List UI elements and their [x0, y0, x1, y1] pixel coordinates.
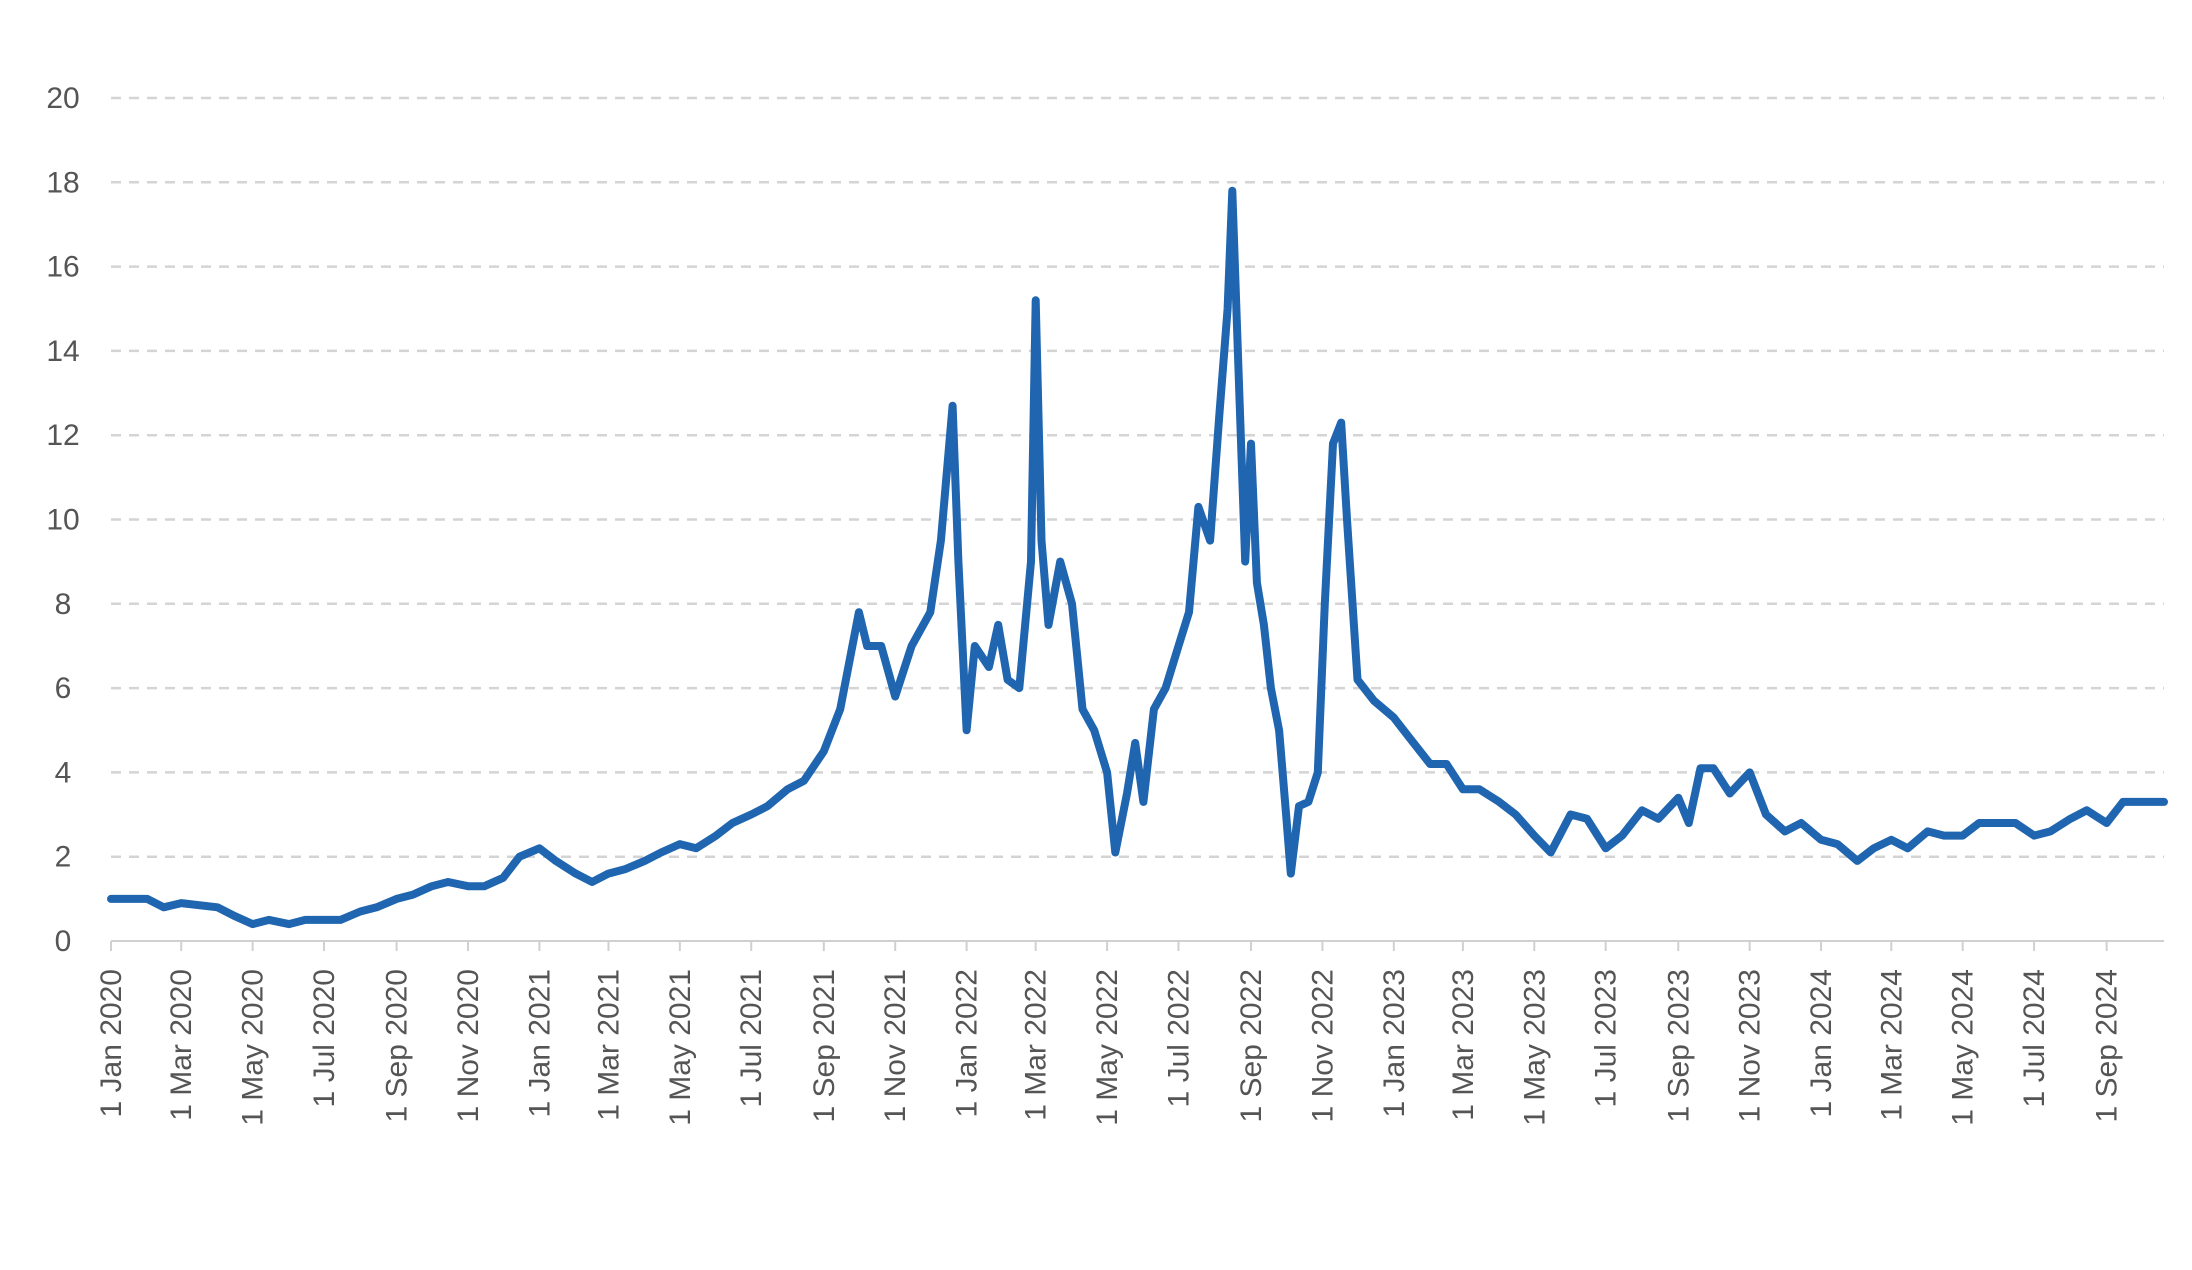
- x-tick-label: 1 Nov 2022: [1306, 969, 1339, 1122]
- x-tick-label: 1 Jul 2022: [1162, 969, 1195, 1107]
- x-tick-label: 1 Jan 2024: [1805, 969, 1838, 1117]
- x-tick-label: 1 Nov 2023: [1734, 969, 1767, 1122]
- y-tick-label: 16: [46, 251, 79, 284]
- x-tick-label: 1 Jul 2021: [735, 969, 768, 1107]
- x-tick-label: 1 Jul 2023: [1590, 969, 1623, 1107]
- y-tick-label: 2: [55, 841, 72, 874]
- y-tick-label: 8: [55, 588, 72, 621]
- x-tick-label: 1 Jan 2020: [95, 969, 128, 1117]
- data-line: [107, 186, 2168, 929]
- x-tick-label: 1 Sep 2020: [381, 969, 414, 1122]
- x-tick-label: 1 Mar 2024: [1875, 969, 1908, 1121]
- x-tick-label: 1 Jan 2023: [1378, 969, 1411, 1117]
- x-tick-label: 1 Sep 2022: [1235, 969, 1268, 1122]
- x-tick-label: 1 Mar 2022: [1020, 969, 1053, 1121]
- x-tick-label: 1 Mar 2020: [165, 969, 198, 1121]
- y-tick-label: 4: [55, 756, 72, 789]
- x-tick-label: 1 May 2022: [1091, 969, 1124, 1126]
- y-tick-label: 10: [46, 504, 79, 537]
- x-tick-label: 1 Nov 2021: [879, 969, 912, 1122]
- y-tick-label: 0: [55, 925, 72, 958]
- x-tick-label: 1 May 2023: [1518, 969, 1551, 1126]
- x-tick-label: 1 Sep 2023: [1662, 969, 1695, 1122]
- y-tick-label: 20: [46, 82, 79, 115]
- y-tick-label: 18: [46, 166, 79, 199]
- x-tick-label: 1 Jul 2024: [2018, 969, 2051, 1107]
- x-tick-label: 1 Mar 2023: [1447, 969, 1480, 1121]
- x-tick-label: 1 May 2021: [664, 969, 697, 1126]
- x-tick-label: 1 May 2020: [237, 969, 270, 1126]
- y-tick-label: 12: [46, 419, 79, 452]
- y-tick-label: 6: [55, 672, 72, 705]
- x-tick-label: 1 Sep 2021: [808, 969, 841, 1122]
- x-tick-label: 1 Mar 2021: [592, 969, 625, 1121]
- x-tick-label: 1 Sep 2024: [2091, 969, 2124, 1122]
- x-tick-label: 1 May 2024: [1947, 969, 1980, 1126]
- x-tick-label: 1 Jan 2022: [951, 969, 984, 1117]
- y-tick-label: 14: [46, 335, 79, 368]
- x-tick-label: 1 Nov 2020: [452, 969, 485, 1122]
- x-tick-label: 1 Jul 2020: [308, 969, 341, 1107]
- x-tick-label: 1 Jan 2021: [523, 969, 556, 1117]
